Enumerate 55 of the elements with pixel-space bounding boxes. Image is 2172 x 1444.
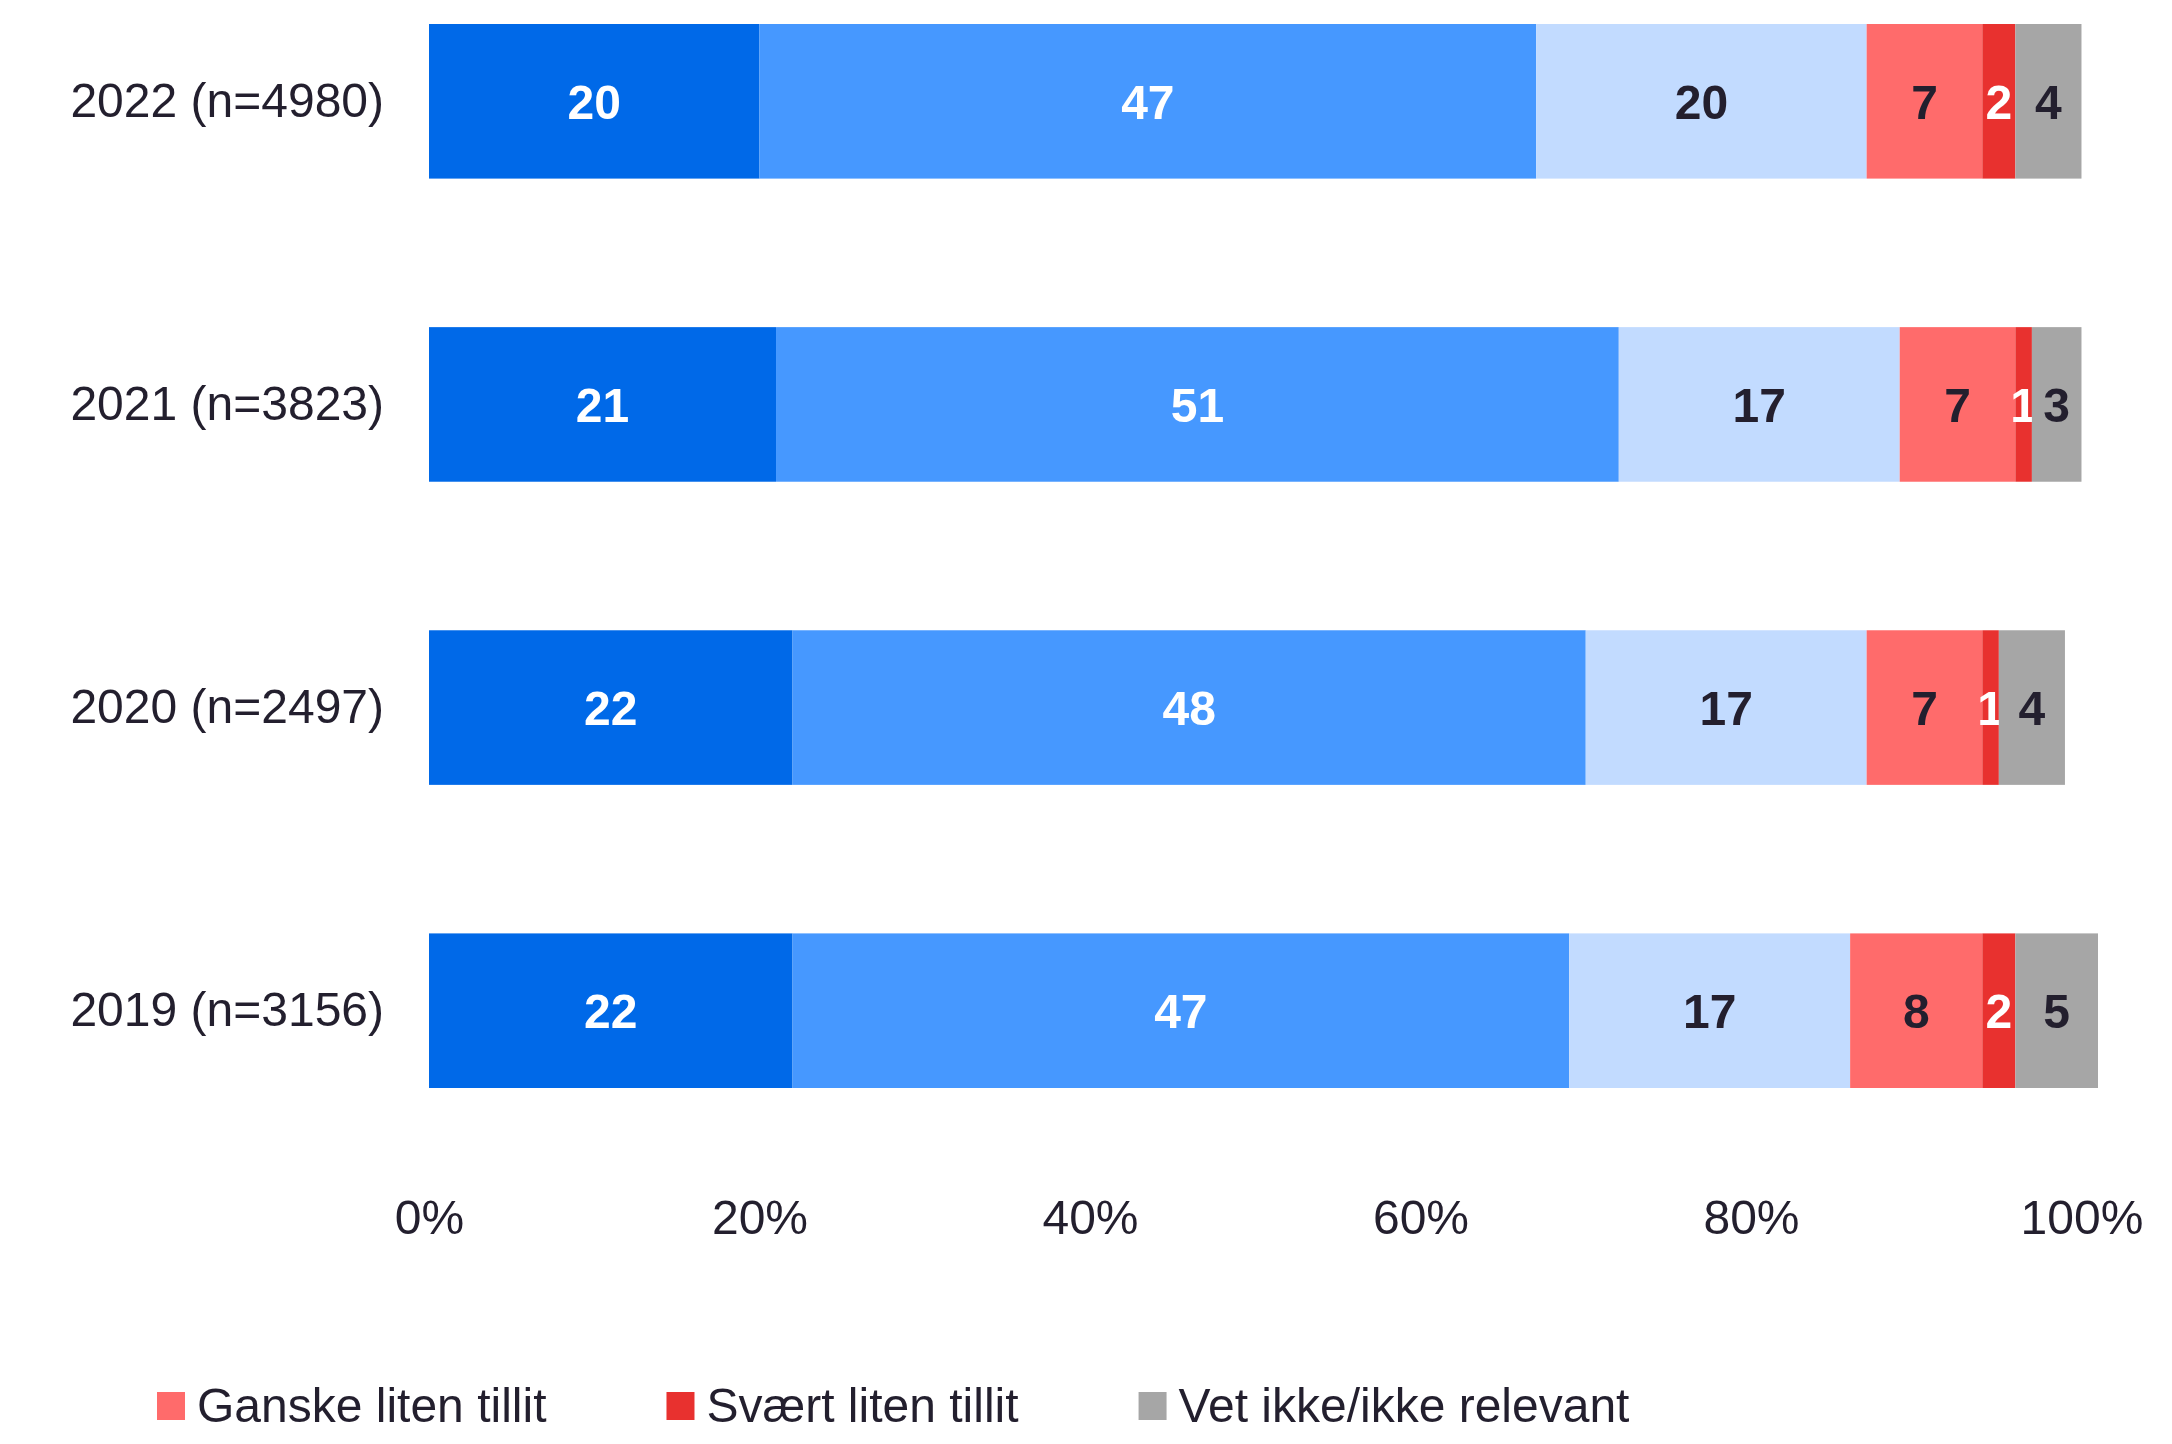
x-tick-label: 80%	[1703, 1191, 1800, 1245]
y-tick-label: 2020 (n=2497)	[70, 679, 384, 733]
data-label: 51	[1170, 378, 1225, 432]
bar	[1866, 24, 1983, 179]
data-label: 20	[567, 75, 621, 129]
data-label: 2	[1985, 984, 2013, 1038]
data-label: 8	[1902, 984, 1930, 1038]
legend-label: Ganske liten tillit	[197, 1379, 547, 1432]
data-label: 7	[1911, 681, 1938, 735]
bar	[1569, 933, 1851, 1088]
data-label: 21	[575, 378, 630, 432]
data-label: 5	[2043, 984, 2071, 1038]
bar	[2015, 24, 2082, 179]
data-label: 17	[1732, 378, 1786, 432]
data-label: 2	[1985, 75, 2013, 129]
data-label: 7	[1944, 378, 1971, 432]
bar	[429, 933, 793, 1088]
data-label: 47	[1154, 984, 1208, 1038]
data-label: 4	[2018, 681, 2046, 735]
bar	[2015, 933, 2098, 1088]
bar	[1618, 327, 1900, 482]
bar	[1982, 24, 2016, 179]
bar	[429, 327, 777, 482]
x-tick-label: 40%	[1042, 1191, 1139, 1245]
legend-label: Vet ikke/ikke relevant	[1178, 1379, 1630, 1432]
bar	[776, 327, 1619, 482]
legend-label: Svært liten tillit	[706, 1379, 1019, 1432]
bar	[1585, 630, 1867, 785]
bar	[1998, 630, 2065, 785]
bar	[1982, 933, 2016, 1088]
bar	[2031, 327, 2082, 482]
bar	[429, 630, 793, 785]
y-tick-label: 2021 (n=3823)	[70, 376, 384, 430]
data-label: 22	[584, 681, 638, 735]
data-label: 7	[1911, 75, 1938, 129]
bar	[1536, 24, 1867, 179]
x-tick-label: 0%	[394, 1191, 465, 1245]
x-tick-label: 100%	[2020, 1191, 2144, 1245]
bar	[429, 24, 760, 179]
data-label: 20	[1674, 75, 1729, 129]
data-label: 3	[2043, 378, 2071, 432]
data-label: 47	[1121, 75, 1175, 129]
y-tick-label: 2022 (n=4980)	[70, 73, 384, 127]
data-label: 4	[2035, 75, 2063, 129]
bar	[792, 933, 1570, 1088]
data-label: 17	[1682, 984, 1737, 1038]
data-label: 48	[1162, 681, 1216, 735]
bar	[792, 630, 1586, 785]
y-tick-label: 2019 (n=3156)	[70, 983, 384, 1037]
bar	[1850, 933, 1983, 1088]
bar	[759, 24, 1537, 179]
data-label: 17	[1699, 681, 1753, 735]
x-tick-label: 60%	[1372, 1191, 1470, 1245]
data-label: 22	[584, 984, 638, 1038]
x-tick-label: 20%	[711, 1191, 809, 1245]
